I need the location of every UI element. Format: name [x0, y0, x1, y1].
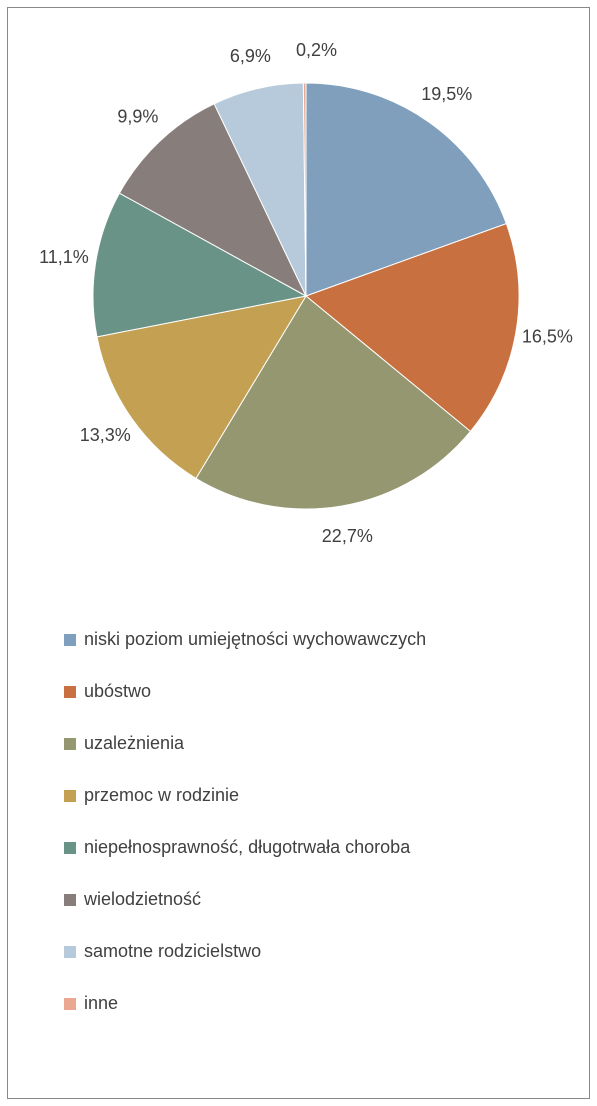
data-label: 19,5% — [421, 84, 472, 104]
legend-swatch — [64, 894, 76, 906]
data-label: 13,3% — [80, 425, 131, 445]
pie-slice — [118, 103, 308, 298]
pie-slice — [305, 82, 507, 297]
legend-label: przemoc w rodzinie — [84, 785, 239, 805]
data-label: 6,9% — [230, 46, 271, 66]
legend-label: uzależnienia — [84, 733, 185, 753]
pie-slice — [302, 82, 307, 297]
legend-label: niepełnosprawność, długotrwała choroba — [84, 837, 411, 857]
legend-label: samotne rodzicielstwo — [84, 941, 261, 961]
data-label: 16,5% — [522, 326, 573, 346]
data-label: 11,1% — [39, 247, 89, 267]
legend-swatch — [64, 842, 76, 854]
legend-swatch — [64, 946, 76, 958]
legend-swatch — [64, 686, 76, 698]
legend-label: niski poziom umiejętności wychowawczych — [84, 629, 426, 649]
data-label: 0,2% — [296, 40, 337, 60]
legend-swatch — [64, 790, 76, 802]
data-label: 22,7% — [322, 526, 373, 546]
pie-slice — [96, 295, 308, 480]
legend-label: wielodzietność — [83, 889, 201, 909]
legend-swatch — [64, 998, 76, 1010]
legend-swatch — [64, 634, 76, 646]
pie-slice — [195, 295, 472, 510]
legend-label: ubóstwo — [84, 681, 151, 701]
data-label: 9,9% — [117, 107, 158, 127]
pie-slice — [305, 222, 520, 433]
pie-slice — [92, 192, 308, 338]
legend-swatch — [64, 738, 76, 750]
legend-label: inne — [84, 993, 118, 1013]
